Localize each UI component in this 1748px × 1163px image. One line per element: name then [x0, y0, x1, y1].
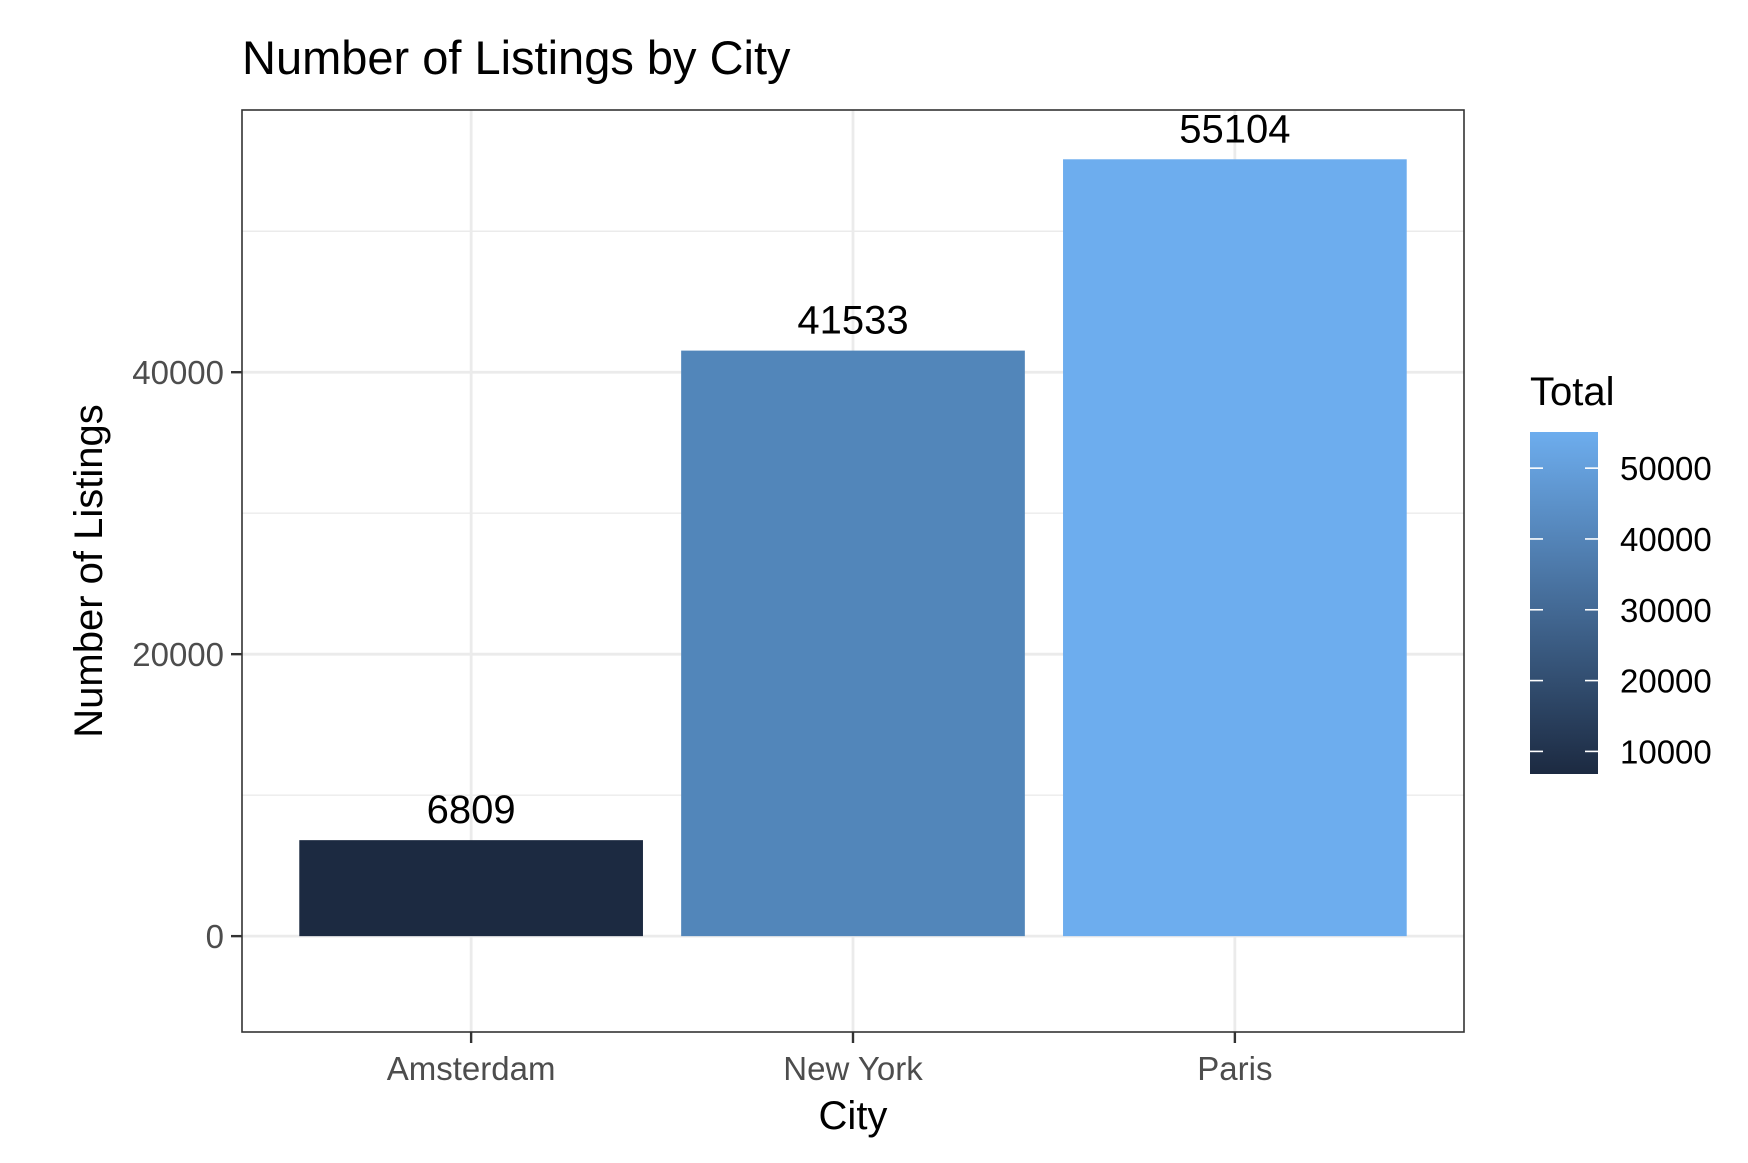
y-tick-label: 20000: [132, 636, 224, 673]
bar: [299, 840, 643, 937]
x-tick-label: New York: [783, 1050, 923, 1087]
bar: [1063, 159, 1407, 937]
colorbar-ticks: 10000 20000 30000 40000 50000: [1530, 450, 1712, 770]
bar-value-label: 41533: [797, 299, 908, 343]
bar-value-label: 6809: [427, 788, 516, 832]
colorbar: [1530, 432, 1598, 774]
y-tick-label: 40000: [132, 354, 224, 391]
x-tick-label: Amsterdam: [387, 1050, 556, 1087]
bar: [681, 350, 1025, 937]
legend-colorbar: Total 10000 20000 30000 40000 50000: [1530, 370, 1712, 774]
bar-value-labels: 6809 41533 55104: [427, 107, 1291, 832]
colorbar-tick-label: 10000: [1620, 733, 1712, 770]
colorbar-tick-label: 30000: [1620, 592, 1712, 629]
y-axis: 0 20000 40000: [132, 354, 242, 955]
bar-value-label: 55104: [1179, 107, 1290, 151]
plot-panel: 6809 41533 55104: [241, 107, 1465, 1033]
y-tick-label: 0: [206, 918, 224, 955]
x-axis: Amsterdam New York Paris: [387, 1032, 1272, 1087]
y-axis-title: Number of Listings: [67, 404, 111, 737]
colorbar-tick-label: 20000: [1620, 663, 1712, 700]
legend-title: Total: [1530, 370, 1615, 414]
bars: [299, 159, 1407, 937]
colorbar-tick-label: 50000: [1620, 450, 1712, 487]
x-tick-label: Paris: [1197, 1050, 1272, 1087]
colorbar-tick-label: 40000: [1620, 521, 1712, 558]
chart-title: Number of Listings by City: [242, 31, 791, 84]
x-axis-title: City: [819, 1094, 888, 1138]
